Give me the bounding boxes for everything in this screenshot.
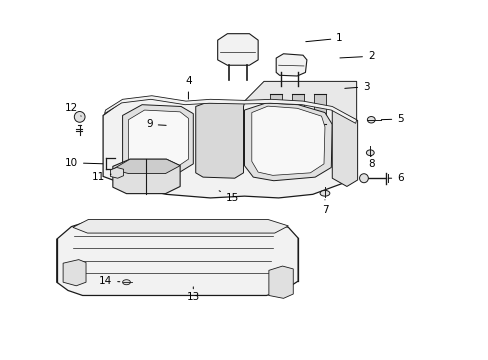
Polygon shape [268,266,293,298]
Ellipse shape [366,117,374,123]
Polygon shape [110,167,123,178]
Text: 5: 5 [381,114,403,124]
Text: 6: 6 [388,173,403,183]
Text: 13: 13 [186,287,200,302]
Polygon shape [244,81,356,144]
Polygon shape [292,94,304,125]
Text: 3: 3 [344,82,369,92]
Ellipse shape [359,174,367,183]
Text: 8: 8 [367,156,374,169]
Text: 12: 12 [64,103,81,116]
Polygon shape [331,108,357,186]
Polygon shape [244,103,331,181]
Ellipse shape [122,280,130,285]
Ellipse shape [74,112,85,122]
Polygon shape [128,110,188,168]
Polygon shape [57,221,298,296]
Text: 1: 1 [305,33,342,43]
Polygon shape [251,106,325,175]
Text: 9: 9 [146,120,166,129]
Ellipse shape [366,150,373,156]
Polygon shape [63,260,86,286]
Text: 14: 14 [99,276,120,286]
Polygon shape [113,159,180,194]
Text: 10: 10 [65,158,102,168]
Text: 15: 15 [219,191,239,203]
Polygon shape [217,34,258,65]
Polygon shape [270,94,282,125]
Polygon shape [314,94,325,125]
Polygon shape [113,159,180,174]
Polygon shape [73,220,288,233]
Polygon shape [122,105,193,174]
Polygon shape [104,96,356,123]
Text: 2: 2 [339,51,374,61]
Text: 4: 4 [185,76,191,99]
Polygon shape [103,98,356,198]
Polygon shape [276,54,306,76]
Text: 7: 7 [321,200,327,216]
Ellipse shape [320,190,329,196]
Text: 11: 11 [91,172,111,182]
Polygon shape [195,103,244,178]
